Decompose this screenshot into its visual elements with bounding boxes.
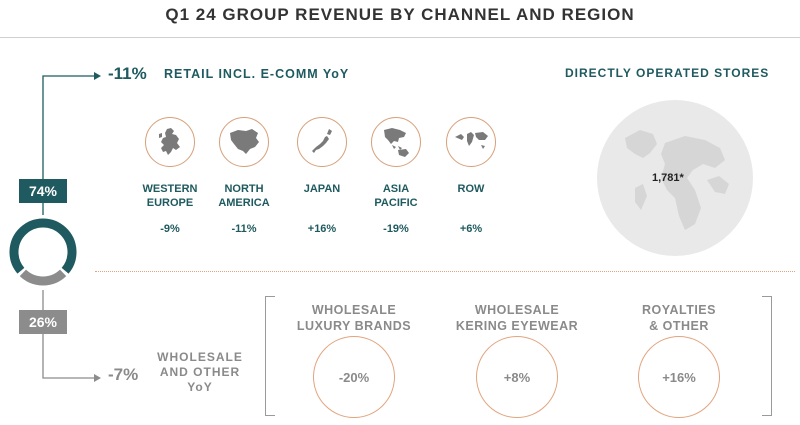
wholesale-share-badge: 26%: [19, 310, 67, 334]
retail-change: -11%: [108, 64, 147, 83]
section-divider: [95, 271, 795, 272]
region-value-row: +6%: [459, 223, 483, 235]
retail-arrow-icon: [94, 72, 101, 80]
category-value-royalties: +16%: [638, 336, 720, 418]
region-icon-europe: [145, 117, 195, 167]
region-name-europe: WESTERN EUROPE: [142, 183, 198, 209]
wholesale-label: WHOLESALE AND OTHER YoY: [157, 350, 243, 394]
region-value-japan: +16%: [307, 223, 337, 235]
japan-map-icon: [312, 129, 332, 153]
right-bracket: [762, 296, 772, 416]
retail-label: RETAIL INCL. E-COMM YoY: [164, 67, 350, 81]
region-name-japan: JAPAN: [303, 183, 341, 195]
region-icon-north-america: [219, 117, 269, 167]
category-title-eyewear: WHOLESALE KERING EYEWEAR: [455, 303, 579, 333]
category-value-eyewear: +8%: [476, 336, 558, 418]
wholesale-connector-line: [42, 333, 94, 379]
north-america-map-icon: [230, 129, 259, 154]
region-name-asia-pacific: ASIA PACIFIC: [374, 183, 418, 209]
globe-icon: [597, 100, 753, 256]
region-value-north-america: -11%: [231, 223, 257, 235]
retail-share-badge: 74%: [19, 179, 67, 203]
asia-pacific-map-icon: [384, 128, 409, 157]
title-divider: [0, 37, 800, 38]
channel-share-donut: [9, 218, 77, 286]
left-bracket: [265, 296, 275, 416]
category-value-luxury: -20%: [313, 336, 395, 418]
region-icon-japan: [297, 117, 347, 167]
region-name-north-america: NORTH AMERICA: [218, 183, 270, 209]
page-title: Q1 24 GROUP REVENUE BY CHANNEL AND REGIO…: [165, 5, 635, 24]
region-value-europe: -9%: [160, 223, 180, 235]
wholesale-arrow-icon: [94, 374, 101, 382]
region-icon-row: [446, 117, 496, 167]
category-title-royalties: ROYALTIES & OTHER: [642, 303, 716, 333]
world-map-icon: [455, 132, 488, 149]
donut-segment-retail: [9, 218, 77, 274]
region-icon-asia-pacific: [371, 117, 421, 167]
category-title-luxury: WHOLESALE LUXURY BRANDS: [296, 303, 412, 333]
wholesale-change: -7%: [108, 365, 139, 384]
retail-connector-line: [42, 75, 94, 180]
stores-label: DIRECTLY OPERATED STORES: [565, 66, 770, 80]
stores-count: 1,781*: [652, 172, 684, 184]
donut-segment-wholesale: [19, 269, 67, 286]
region-name-row: ROW: [457, 183, 485, 195]
region-value-asia-pacific: -19%: [383, 223, 409, 235]
europe-map-icon: [159, 128, 180, 155]
